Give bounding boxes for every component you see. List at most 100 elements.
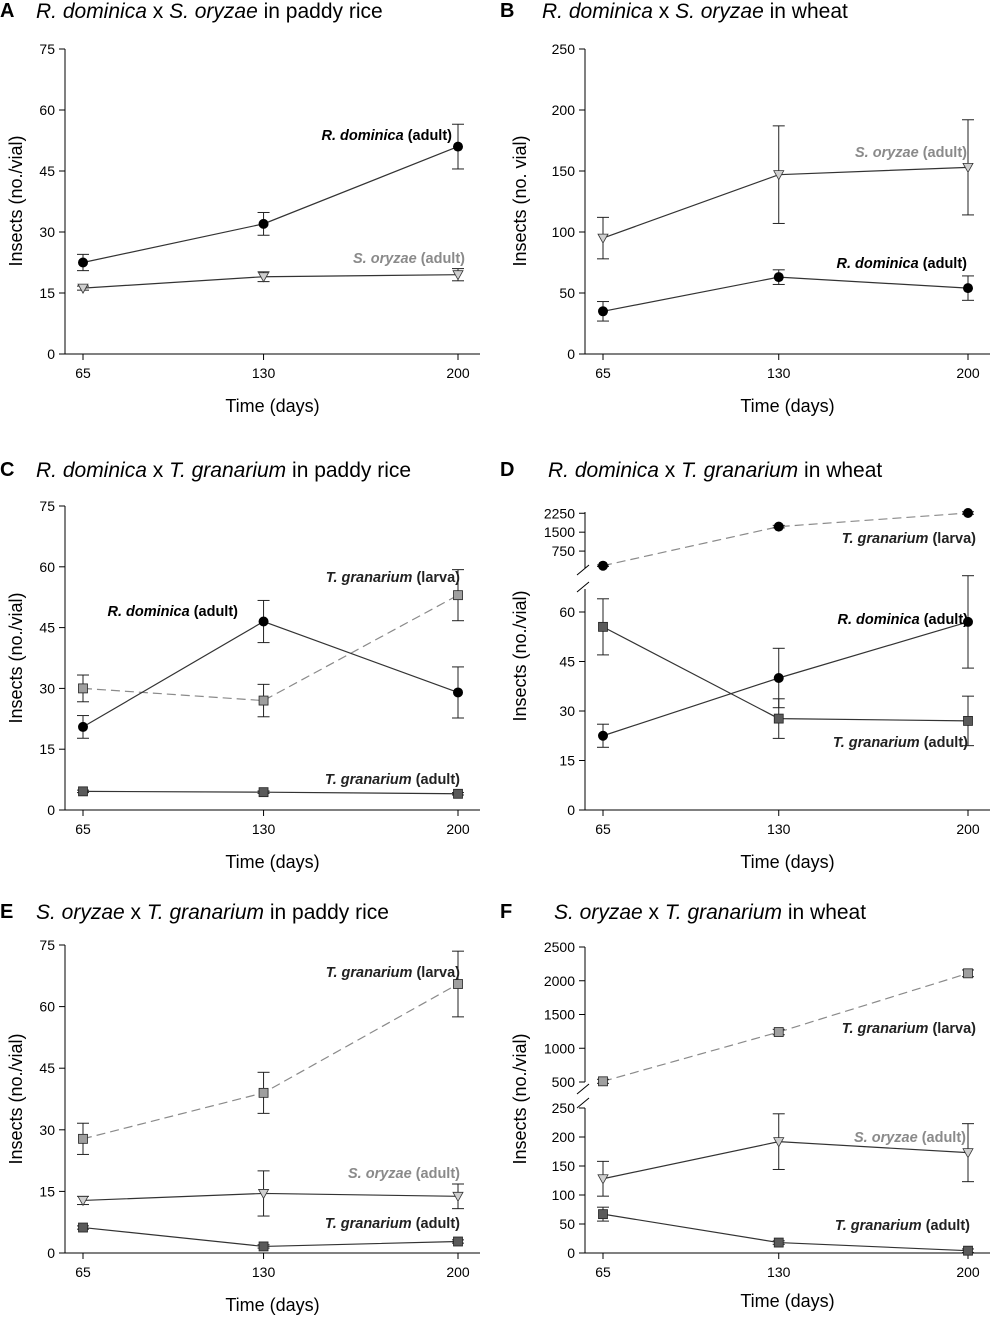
series-0-point [773, 170, 785, 181]
series-1-point [962, 1148, 974, 1159]
panel-b: B R. dominica x S. oryzae in wheat 0 50 10… [500, 0, 1000, 437]
series-0-point [78, 257, 88, 268]
panel-title: R. dominica x S. oryzae in wheat [542, 0, 848, 24]
series-2-point [773, 713, 784, 724]
y-tick-label: 0 [47, 346, 55, 362]
chart-d: 0 15 30 45 60 750 1500 2250 65 130 200 Time (days) I… [510, 505, 990, 872]
panel-e: E S. oryzae x T. granarium in paddy rice… [0, 897, 500, 1334]
series-2-point [773, 1237, 784, 1248]
series-label-r-dominica: R. dominica (adult) [107, 604, 238, 620]
series-0-point [453, 979, 463, 989]
series-2-point [453, 788, 463, 799]
series-0-line [602, 512, 969, 567]
y-tick-label: 60 [39, 999, 55, 1015]
panel-label: D [500, 459, 515, 481]
series-2-line [602, 626, 969, 722]
title-cross: x [146, 0, 170, 23]
title-cross: x [146, 459, 170, 482]
series-2-point [963, 715, 973, 726]
series-0-point [962, 162, 974, 174]
series-0-point [773, 1027, 784, 1037]
title-species-2: T. granarium [146, 901, 265, 924]
title-substrate: in wheat [798, 459, 883, 482]
y-tick-label: 200 [552, 1129, 576, 1145]
title-species-2: S. oryzae [169, 0, 258, 23]
series-1-point [598, 306, 608, 317]
x-tick-label: 130 [252, 365, 276, 381]
title-cross: x [642, 901, 665, 924]
x-axis-label: Time (days) [225, 396, 319, 416]
panel-label: E [0, 901, 14, 923]
series-2-point [598, 1209, 608, 1220]
panel-f: F S. oryzae x T. granarium in wheat 0 50 1… [500, 897, 1000, 1334]
y-tick-label: 150 [552, 163, 576, 179]
series-2-point [78, 786, 88, 797]
y-tick-label: 15 [39, 1183, 55, 1199]
title-species-1: R. dominica [542, 0, 653, 23]
series-2-point [963, 1245, 973, 1256]
y-tick-label: 1500 [544, 524, 575, 540]
series-1-point [452, 1191, 464, 1203]
chart-c: 0 15 30 45 60 75 65 130 200 Time (days) Insects (n… [6, 498, 480, 872]
y-tick-label: 15 [39, 741, 55, 757]
series-1-line [82, 620, 459, 728]
series-0-point [773, 521, 784, 532]
series-label-s-oryzae: S. oryzae (adult) [855, 145, 967, 161]
series-0-point [78, 1133, 88, 1144]
series-1-point [257, 272, 270, 283]
y-tick-label: 250 [552, 41, 576, 57]
y-axis-label: Insects (no./vial) [6, 1033, 26, 1164]
series-1-point [77, 1196, 89, 1207]
x-axis-label: Time (days) [740, 396, 834, 416]
x-axis-label: Time (days) [225, 1295, 319, 1315]
panel-label: B [500, 0, 515, 22]
series-label-r-dominica: R. dominica (adult) [321, 128, 452, 144]
y-tick-label: 750 [552, 543, 576, 559]
y-tick-label: 250 [552, 1100, 576, 1116]
panel-a: A R. dominica x S. oryzae in paddy rice … [0, 0, 500, 437]
y-axis-label: Insects (no./vial) [510, 590, 530, 721]
series-1-point [258, 616, 269, 627]
y-tick-label: 15 [39, 285, 55, 301]
series-0-line [82, 983, 459, 1140]
series-1-point [257, 1189, 270, 1200]
panel-label: F [500, 901, 513, 923]
y-tick-label: 1500 [544, 1007, 575, 1023]
chart-f: 0 50 100 150 200 250 500 1000 1500 2000 2500 65 130 2… [510, 939, 990, 1311]
axis-break [576, 1097, 590, 1109]
series-label-t-granarium-adult: T. granarium (adult) [325, 1216, 460, 1232]
x-axis-label: Time (days) [225, 852, 319, 872]
y-tick-label: 30 [559, 703, 575, 719]
panel-title: R. dominica x T. granarium in paddy rice [36, 459, 411, 483]
series-0-point [963, 968, 973, 979]
panel-title: S. oryzae x T. granarium in wheat [554, 901, 866, 925]
panel-title: R. dominica x S. oryzae in paddy rice [36, 0, 383, 24]
series-2-point [258, 787, 269, 798]
series-label-s-oryzae: S. oryzae (adult) [854, 1130, 966, 1146]
title-cross: x [652, 0, 676, 23]
y-tick-label: 45 [39, 620, 55, 636]
title-species-2: T. granarium [169, 459, 287, 482]
series-label-r-dominica: R. dominica (adult) [837, 612, 968, 628]
series-1-point [453, 687, 463, 698]
series-0-point [78, 683, 88, 694]
title-species-1: S. oryzae [36, 901, 125, 924]
x-tick-label: 130 [252, 1264, 276, 1280]
series-1-line [602, 1141, 969, 1180]
title-substrate: in paddy rice [264, 901, 389, 924]
panel-label: A [0, 0, 15, 22]
series-label-t-granarium-larva: T. granarium (larva) [842, 531, 976, 547]
y-tick-label: 0 [567, 802, 575, 818]
series-1-point [963, 283, 973, 294]
series-0-point [598, 560, 608, 571]
series-0-point [258, 1087, 269, 1098]
series-label-r-dominica: R. dominica (adult) [836, 256, 967, 272]
series-1-point [773, 1137, 785, 1148]
title-cross: x [124, 901, 147, 924]
y-tick-label: 50 [559, 1216, 575, 1232]
series-0-point [258, 695, 269, 706]
title-cross: x [658, 459, 682, 482]
x-tick-label: 65 [595, 821, 611, 837]
x-axis-label: Time (days) [740, 1291, 834, 1311]
title-substrate: in wheat [763, 0, 848, 23]
